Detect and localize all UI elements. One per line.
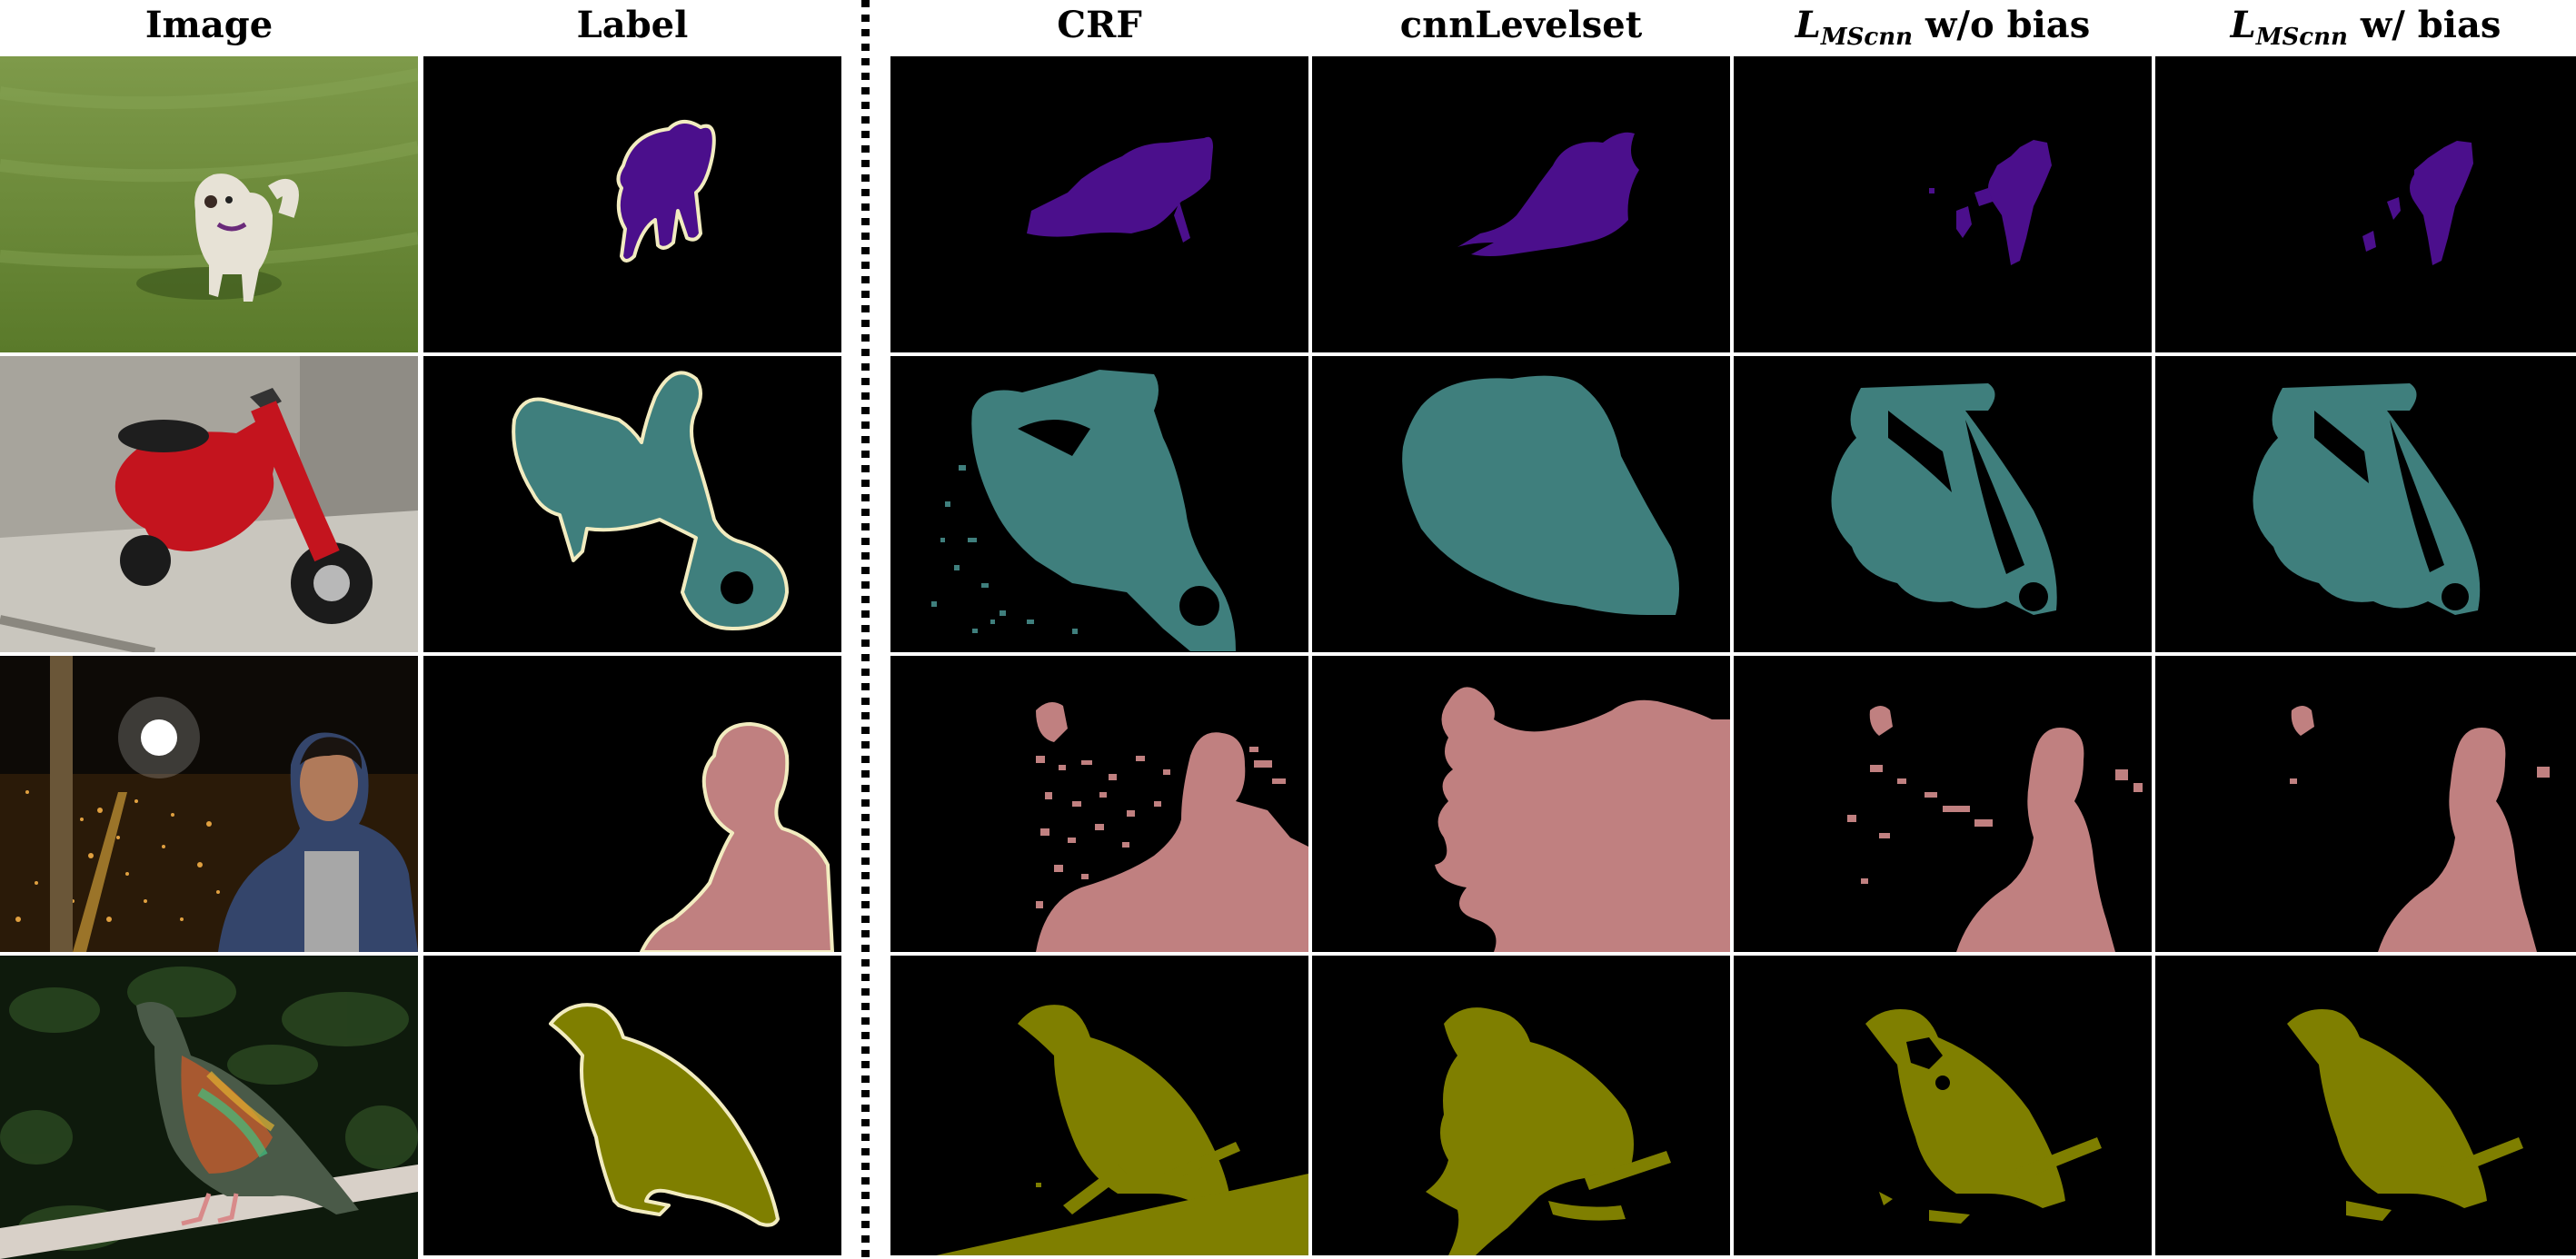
- header-wb-subscript: MScnn: [2255, 24, 2348, 51]
- header-lmscnn-w-bias: LMScnn w/ bias: [2155, 0, 2576, 51]
- cnnlevelset-person: [1312, 656, 1730, 952]
- dotted-separator: [861, 0, 870, 1259]
- header-crf: CRF: [1057, 4, 1142, 46]
- photo-scooter: [0, 356, 418, 652]
- cnnlevelset-dog: [1312, 56, 1730, 352]
- lmscnn-w-bias-scooter: [2155, 356, 2576, 652]
- label-scooter: [423, 356, 841, 652]
- header-wb-symbol: L: [2230, 4, 2256, 46]
- crf-person: [890, 656, 1308, 952]
- lmscnn-w-bias-person: [2155, 656, 2576, 952]
- label-bird: [423, 956, 841, 1255]
- lmscnn-wo-bias-person: [1734, 656, 2152, 952]
- lmscnn-wo-bias-scooter: [1734, 356, 2152, 652]
- photo-bird: [0, 956, 418, 1259]
- label-dog: [423, 56, 841, 352]
- photo-dog: [0, 56, 418, 352]
- crf-dog: [890, 56, 1308, 352]
- header-cnnlevelset: cnnLevelset: [1399, 4, 1643, 46]
- header-wo-text: w/o bias: [1913, 4, 2091, 46]
- lmscnn-w-bias-dog: [2155, 56, 2576, 352]
- photo-person: [0, 656, 418, 952]
- header-lmscnn-wo-bias: LMScnn w/o bias: [1734, 0, 2152, 51]
- crf-scooter: [890, 356, 1308, 652]
- crf-bird: [890, 956, 1308, 1255]
- lmscnn-wo-bias-dog: [1734, 56, 2152, 352]
- header-label: Label: [576, 4, 689, 46]
- header-wo-subscript: MScnn: [1820, 24, 1914, 51]
- cnnlevelset-scooter: [1312, 356, 1730, 652]
- header-wo-symbol: L: [1795, 4, 1821, 46]
- label-person: [423, 656, 841, 952]
- header-wb-text: w/ bias: [2347, 4, 2501, 46]
- lmscnn-wo-bias-bird: [1734, 956, 2152, 1255]
- lmscnn-w-bias-bird: [2155, 956, 2576, 1255]
- cnnlevelset-bird: [1312, 956, 1730, 1255]
- header-image: Image: [144, 4, 274, 46]
